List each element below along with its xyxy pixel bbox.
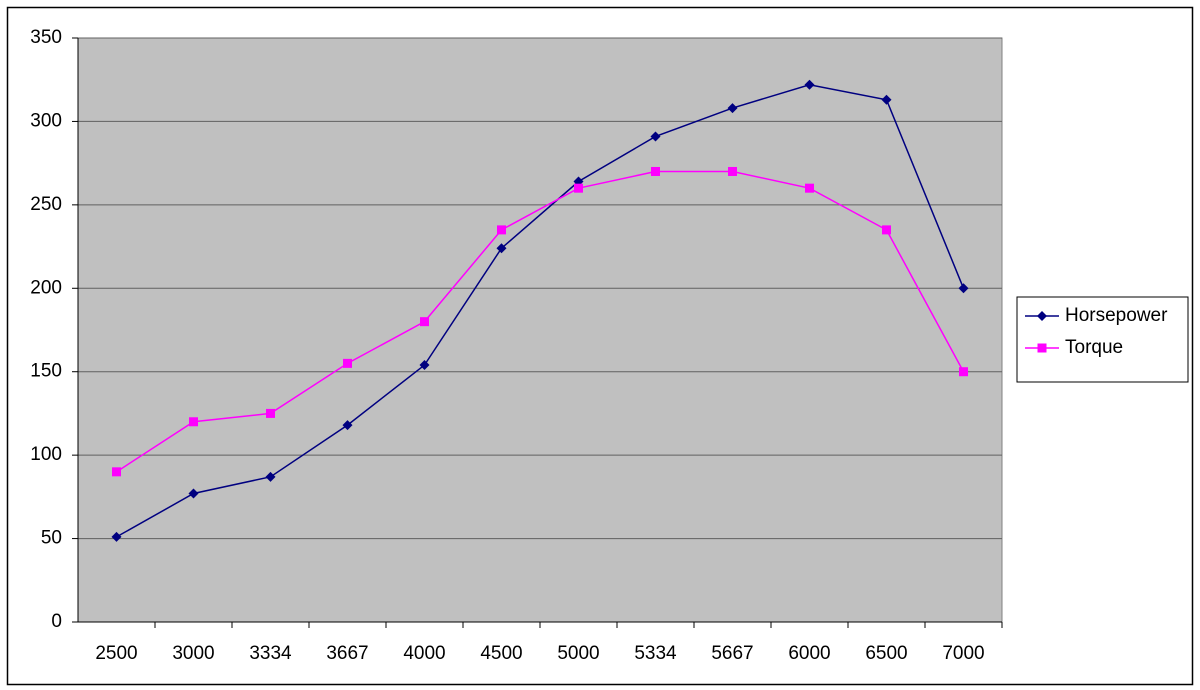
point <box>574 183 583 193</box>
y-tick-label: 150 <box>30 361 62 382</box>
x-tick-label: 3667 <box>326 643 368 664</box>
legend-marker <box>1037 343 1047 353</box>
point <box>111 531 122 542</box>
point <box>419 360 430 371</box>
x-tick-label: 3334 <box>249 643 292 664</box>
x-tick-label: 6500 <box>865 643 907 664</box>
x-tick-label: 5000 <box>557 643 599 664</box>
point <box>881 94 892 105</box>
y-tick-label: 200 <box>30 277 62 298</box>
y-tick-label: 350 <box>30 27 62 48</box>
y-tick-label: 300 <box>30 110 62 131</box>
point <box>958 283 969 294</box>
point <box>804 79 815 90</box>
series-line <box>116 170 965 473</box>
x-tick-label: 4500 <box>480 643 522 664</box>
point <box>265 471 276 482</box>
x-tick-label: 5667 <box>711 643 753 664</box>
point <box>959 367 968 377</box>
legend-label: Torque <box>1065 337 1123 358</box>
point <box>342 420 353 431</box>
x-tick-label: 4000 <box>403 643 445 664</box>
x-tick-label: 5334 <box>634 643 677 664</box>
point <box>882 225 891 235</box>
series-line <box>116 83 965 538</box>
point <box>651 166 660 176</box>
point <box>805 183 814 193</box>
point <box>112 467 121 477</box>
plot-area <box>77 37 1003 623</box>
y-tick-label: 50 <box>41 528 62 549</box>
point <box>420 317 429 327</box>
x-tick-label: 6000 <box>788 643 830 664</box>
point <box>650 131 661 142</box>
point <box>189 417 198 427</box>
x-tick-label: 2500 <box>95 643 137 664</box>
x-tick-label: 7000 <box>942 643 984 664</box>
point <box>188 488 199 499</box>
point <box>343 358 352 368</box>
point <box>727 103 738 114</box>
legend-label: Horsepower <box>1065 305 1168 326</box>
point <box>497 225 506 235</box>
legend-box <box>1016 296 1189 383</box>
legend-marker <box>1037 311 1047 321</box>
y-tick-label: 100 <box>30 444 62 465</box>
point <box>728 166 737 176</box>
point <box>496 243 507 254</box>
point <box>266 408 275 418</box>
x-tick-label: 3000 <box>172 643 214 664</box>
y-tick-label: 250 <box>30 194 62 215</box>
y-tick-label: 0 <box>51 611 62 632</box>
